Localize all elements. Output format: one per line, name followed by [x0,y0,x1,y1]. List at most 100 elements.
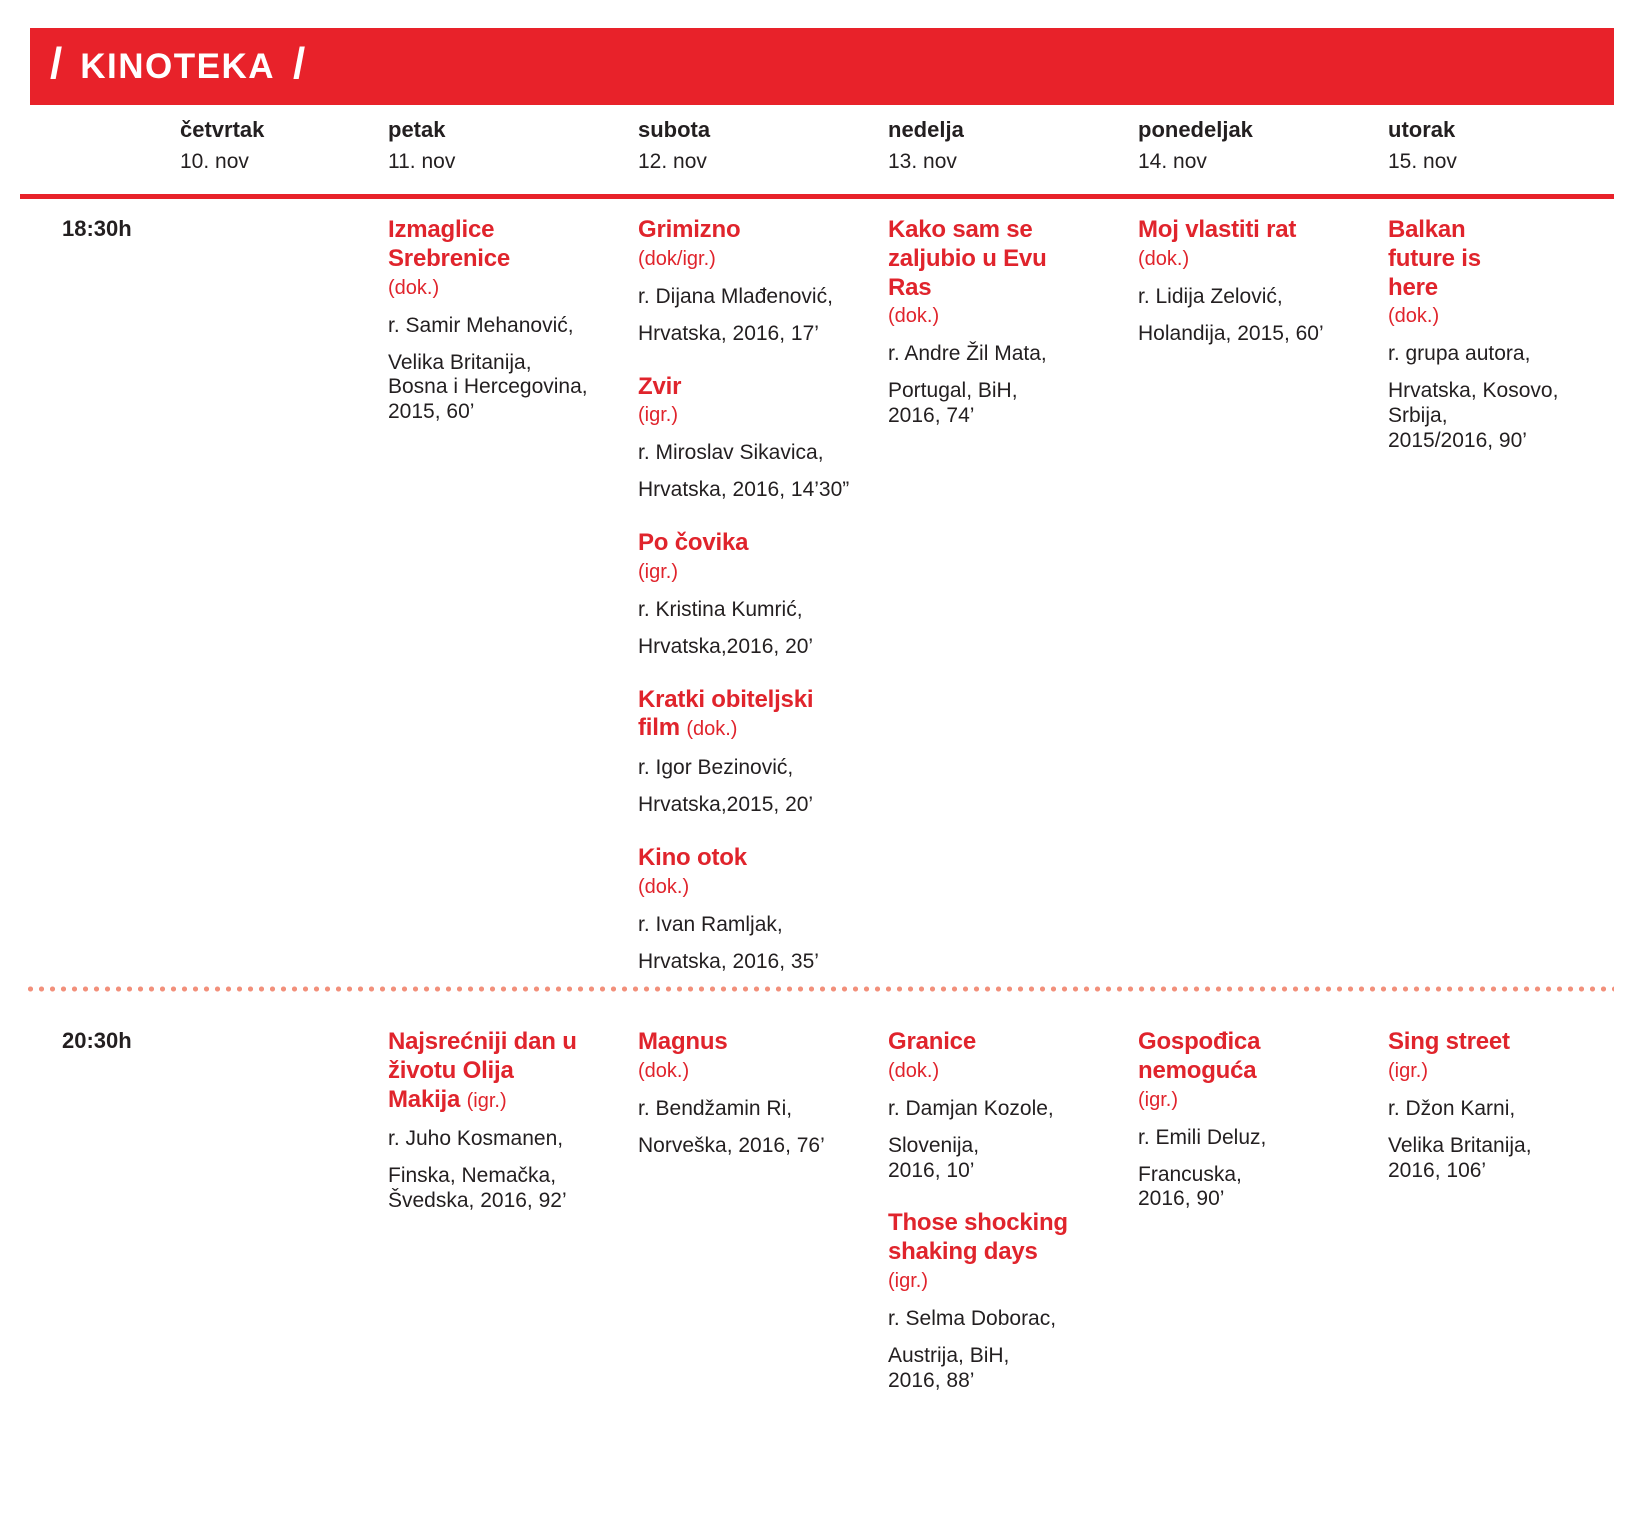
film-type: (dok.) [888,305,940,328]
film-title: Magnus [638,1028,728,1055]
schedule-cell [180,216,388,986]
film-details: Slovenija, 2016, 10’ [888,1134,1088,1184]
film-director: r. Lidija Zelović, [1138,284,1283,308]
title-bar: / KINOTEKA / [30,28,1614,105]
film-title: Balkan future is here [1388,216,1481,301]
day-header-ponedeljak: ponedeljak 14. nov [1138,117,1388,174]
film-details-line: Velika Britanija, [388,350,532,374]
film-details: Hrvatska, 2016, 17’ [638,322,838,347]
film-details: Holandija, 2015, 60’ [1138,322,1338,347]
film-details-line: 2016, 106’ [1388,1158,1487,1182]
film-director: r. Andre Žil Mata, [888,342,1047,366]
film-entry: Izmaglice Srebrenice (dok.) r. Samir Mehan… [388,216,588,425]
film-title: Granice [888,1028,976,1055]
film-director: r. Emili Deluz, [1138,1125,1267,1149]
day-name: utorak [1388,117,1456,142]
film-details-line: Holandija, 2015, 60’ [1138,321,1324,345]
day-header-petak: petak 11. nov [388,117,638,174]
film-details-line: Srbija, [1388,404,1448,428]
day-header-nedelja: nedelja 13. nov [888,117,1138,174]
film-entry: Balkan future is here (dok.) r. grupa auto… [1388,216,1558,454]
film-type: (dok.) [638,1059,690,1082]
day-name: nedelja [888,117,964,142]
schedule-cell [180,1028,388,1468]
film-type: (igr.) [888,1269,928,1292]
slash-decoration-right: / [293,38,306,88]
day-name: petak [388,117,446,142]
film-type: (igr.) [1138,1088,1178,1111]
film-type: (dok.) [1138,247,1190,270]
film-entry: Granice (dok.) r. Damjan Kozole, Slovenija,… [888,1028,1088,1183]
film-entry: Magnus (dok.) r. Bendžamin Ri, Norveška, 20… [638,1028,838,1159]
day-date: 14. nov [1138,150,1207,173]
film-director: r. Igor Bezinović, [638,756,794,780]
film-title: Najsrećniji dan u životu Olija Makija (i… [388,1028,577,1113]
film-entry: Gospođica nemoguća (igr.) r. Emili Deluz, F… [1138,1028,1338,1212]
film-title: Po čovika [638,529,749,557]
film-director: r. Džon Karni, [1388,1096,1516,1120]
film-details-line: Velika Britanija, [1388,1133,1532,1157]
schedule-cell: Najsrećniji dan u životu Olija Makija (i… [388,1028,638,1468]
film-entry: Those shocking shaking days (igr.) r. Selm… [888,1209,1088,1393]
day-name: ponedeljak [1138,117,1253,142]
film-details: Velika Britanija, Bosna i Hercegovina, 201… [388,351,588,425]
film-type: (dok.) [686,718,738,741]
film-details: Hrvatska, 2016, 35’ [638,950,838,975]
film-details: Finska, Nemačka, Švedska, 2016, 92’ [388,1164,588,1214]
film-details: Portugal, BiH, 2016, 74’ [888,379,1088,429]
film-type: (dok/igr.) [638,247,716,270]
film-details-line: 2015, 60’ [388,400,475,424]
film-details-line: Francuska, [1138,1162,1242,1186]
film-title: Zvir [638,372,682,400]
film-title: Kino otok [638,844,747,872]
film-director: r. Ivan Ramljak, [638,912,783,936]
film-details-line: 2016, 74’ [888,404,975,428]
film-entry: Moj vlastiti rat (dok.) r. Lidija Zelović,… [1138,216,1338,347]
page-title: KINOTEKA [80,46,276,86]
film-entry: Zvir (igr.) r. Miroslav Sikavica, Hrvatska,… [638,372,849,504]
film-entry: Grimizno (dok/igr.) r. Dijana Mlađenović, H… [638,216,838,347]
day-name: četvrtak [180,117,265,142]
film-type: (igr.) [638,404,678,427]
film-type: (dok.) [388,276,440,299]
film-details: Austrija, BiH, 2016, 88’ [888,1344,1088,1394]
film-director: r. Dijana Mlađenović, [638,284,833,308]
film-details-line: Hrvatska, 2016, 35’ [638,949,819,973]
day-date: 13. nov [888,150,957,173]
film-title: Kako sam se zaljubio u Evu Ras [888,216,1047,301]
film-type: (dok.) [1388,305,1440,328]
film-title: Grimizno [638,216,741,243]
film-details-line: 2016, 10’ [888,1158,975,1182]
schedule-cell: Magnus (dok.) r. Bendžamin Ri, Norveška, 20… [638,1028,888,1468]
film-type: (igr.) [638,560,678,583]
film-details-line: Finska, Nemačka, [388,1164,557,1188]
film-details-line: 2016, 90’ [1138,1187,1225,1211]
film-entry: Kratki obiteljski film (dok.) r. Igor Bez… [638,686,838,818]
schedule-row-2030: 20:30h Najsrećniji dan u životu Olija Ma… [30,992,1614,1468]
schedule-cell: Moj vlastiti rat (dok.) r. Lidija Zelović,… [1138,216,1388,986]
film-details: Velika Britanija, 2016, 106’ [1388,1134,1534,1184]
day-date: 10. nov [180,150,249,173]
schedule-row-1830: 18:30h Izmaglice Srebrenice (dok.) r. Sami… [30,199,1614,986]
film-director: r. Kristina Kumrić, [638,597,803,621]
film-title: Gospođica nemoguća [1138,1028,1261,1084]
film-director: r. Selma Doborac, [888,1306,1057,1330]
film-details-line: Hrvatska,2015, 20’ [638,793,814,817]
day-header-cetvrtak: četvrtak 10. nov [180,117,388,174]
schedule-cell: Kako sam se zaljubio u Evu Ras (dok.) r. A… [888,216,1138,986]
time-label: 18:30h [62,216,132,241]
film-details: Hrvatska, Kosovo, Srbija, 2015/2016, 90’ [1388,379,1558,453]
film-director: r. Juho Kosmanen, [388,1127,564,1151]
film-type: (igr.) [1388,1059,1428,1082]
film-details-line: Austrija, BiH, [888,1343,1010,1367]
film-entry: Po čovika (igr.) r. Kristina Kumrić, Hrvats… [638,529,838,660]
film-details: Hrvatska,2015, 20’ [638,793,838,818]
film-entry: Najsrećniji dan u životu Olija Makija (i… [388,1028,588,1214]
day-date: 12. nov [638,150,707,173]
film-type: (igr.) [466,1089,507,1112]
schedule-cell: Granice (dok.) r. Damjan Kozole, Slovenija,… [888,1028,1138,1468]
day-header-row: četvrtak 10. nov petak 11. nov subota 12… [30,117,1614,174]
film-details-line: Portugal, BiH, [888,379,1018,403]
film-director: r. Damjan Kozole, [888,1096,1054,1120]
film-details-line: Švedska, 2016, 92’ [388,1189,567,1213]
